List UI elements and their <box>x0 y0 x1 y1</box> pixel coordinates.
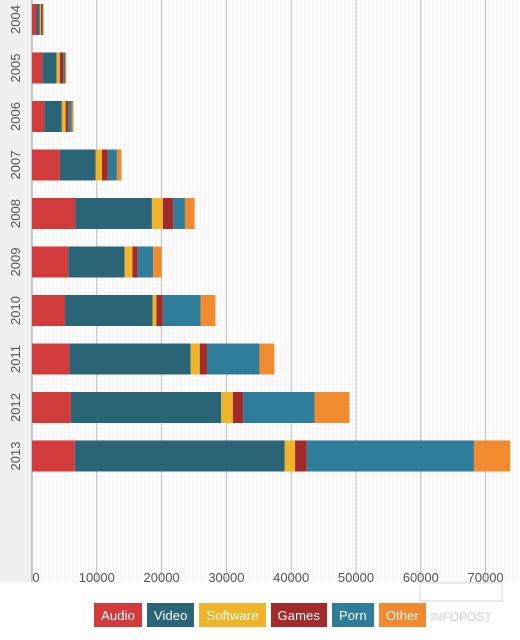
bar-segment-porn-2004 <box>42 4 44 35</box>
category-label: 2008 <box>8 199 23 228</box>
bar-segment-video-2012 <box>70 392 222 423</box>
bar-segment-video-2005 <box>42 52 57 84</box>
x-tick-label: 70000 <box>468 570 504 585</box>
bar-segment-other-2008 <box>184 198 195 229</box>
bar-segment-games-2007 <box>101 149 108 181</box>
bar-segment-software-2010 <box>152 295 157 326</box>
bar-segment-other-2007 <box>116 149 122 181</box>
bar-segment-software-2013 <box>284 440 296 472</box>
bar-segment-other-2005 <box>65 52 67 84</box>
bar-segment-audio-2004 <box>32 4 37 35</box>
bar-segment-games-2004 <box>41 4 43 35</box>
legend-item-software[interactable]: Software <box>199 603 266 627</box>
bar-segment-video-2011 <box>69 343 191 375</box>
category-labels: 2004 2005 2006 2007 2008 2009 2010 2011 2012 2013 <box>8 5 23 470</box>
x-tick-label: 10000 <box>79 570 115 585</box>
bar-segment-software-2006 <box>61 101 66 132</box>
bar-segment-games-2005 <box>59 52 64 84</box>
legend-item-games[interactable]: Games <box>270 603 327 627</box>
bar-segment-porn-2005 <box>63 52 66 84</box>
watermark-logo: INFOPOST <box>419 582 503 624</box>
bar-segment-porn-2008 <box>173 198 185 229</box>
bar-segment-games-2012 <box>232 392 244 423</box>
x-tick-label: 50000 <box>338 570 374 585</box>
bar-segment-software-2005 <box>56 52 60 84</box>
bar-segment-porn-2012 <box>243 392 315 423</box>
x-tick-label: 60000 <box>403 570 439 585</box>
bar-segment-games-2010 <box>156 295 163 326</box>
bar-segment-video-2004 <box>36 4 40 35</box>
bar-segment-games-2013 <box>295 440 307 472</box>
bar-segment-audio-2007 <box>32 149 60 181</box>
category-label: 2006 <box>8 102 23 131</box>
bar-segment-games-2009 <box>132 246 138 278</box>
watermark-text: INFOPOST <box>430 610 492 624</box>
category-label: 2005 <box>8 54 23 83</box>
bar-segment-video-2008 <box>75 198 152 229</box>
bars <box>32 4 511 472</box>
x-tick-labels: 0 10000 20000 30000 40000 50000 60000 70000 <box>32 570 503 585</box>
category-label: 2004 <box>8 5 23 34</box>
bar-segment-other-2011 <box>259 343 275 375</box>
legend: Audio Video Software Games Porn Other <box>0 603 520 629</box>
bar-segment-audio-2006 <box>32 101 45 132</box>
bar-segment-software-2007 <box>95 149 102 181</box>
bar-segment-porn-2009 <box>137 246 154 278</box>
legend-item-other[interactable]: Other <box>378 603 426 627</box>
bar-segment-audio-2010 <box>32 295 66 326</box>
x-tick-label: 0 <box>32 570 39 585</box>
plot-background <box>32 0 520 582</box>
bar-segment-porn-2007 <box>107 149 117 181</box>
legend-item-porn[interactable]: Porn <box>331 603 374 627</box>
legend-item-audio[interactable]: Audio <box>94 603 142 627</box>
bar-segment-games-2006 <box>65 101 69 132</box>
bar-segment-other-2009 <box>153 246 162 278</box>
bar-segment-software-2011 <box>190 343 200 375</box>
bar-segment-porn-2013 <box>306 440 474 472</box>
x-tick-label: 30000 <box>208 570 244 585</box>
bar-segment-audio-2011 <box>32 343 70 375</box>
category-label: 2010 <box>8 296 23 325</box>
x-tick-label: 40000 <box>273 570 309 585</box>
bar-segment-software-2012 <box>221 392 233 423</box>
x-tick-label: 20000 <box>144 570 180 585</box>
bar-segment-audio-2005 <box>32 52 43 84</box>
category-label: 2013 <box>8 442 23 471</box>
gridlines <box>31 0 487 582</box>
bar-segment-porn-2010 <box>162 295 201 326</box>
bar-segment-software-2004 <box>39 4 42 35</box>
category-label: 2009 <box>8 248 23 277</box>
bar-segment-video-2010 <box>65 295 153 326</box>
bar-segment-audio-2008 <box>32 198 76 229</box>
bar-segment-audio-2012 <box>32 392 71 423</box>
bar-segment-audio-2013 <box>32 440 75 472</box>
bar-segment-software-2009 <box>124 246 133 278</box>
bar-segment-other-2006 <box>71 101 74 132</box>
bar-segment-video-2013 <box>74 440 285 472</box>
bar-segment-video-2006 <box>44 101 62 132</box>
bar-segment-games-2008 <box>162 198 174 229</box>
bar-segment-porn-2011 <box>206 343 260 375</box>
bar-segment-video-2007 <box>59 149 96 181</box>
bar-segment-video-2009 <box>68 246 125 278</box>
bar-segment-porn-2006 <box>68 101 72 132</box>
category-axis-band <box>0 0 32 582</box>
bar-segment-games-2011 <box>199 343 207 375</box>
category-label: 2012 <box>8 393 23 422</box>
bar-segment-other-2012 <box>314 392 350 423</box>
bar-segment-audio-2009 <box>32 246 69 278</box>
bar-segment-other-2013 <box>473 440 511 472</box>
legend-item-video[interactable]: Video <box>146 603 195 627</box>
bar-segment-software-2008 <box>151 198 163 229</box>
bar-segment-other-2004 <box>43 4 44 35</box>
category-label: 2007 <box>8 151 23 180</box>
category-label: 2011 <box>8 345 23 373</box>
bar-segment-other-2010 <box>200 295 216 326</box>
